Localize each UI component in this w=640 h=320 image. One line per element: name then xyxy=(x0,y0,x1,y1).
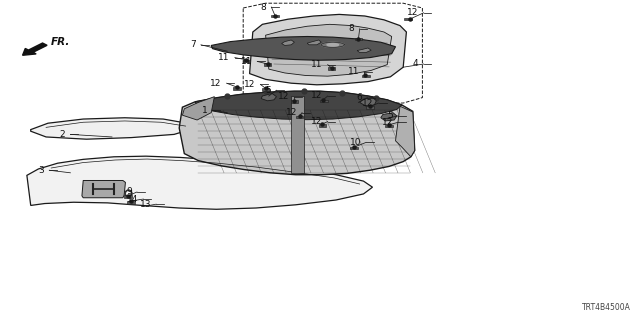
Text: 12: 12 xyxy=(381,118,393,127)
Polygon shape xyxy=(179,91,415,175)
Polygon shape xyxy=(182,97,214,120)
Polygon shape xyxy=(261,93,276,101)
Bar xyxy=(264,63,271,66)
Text: 2: 2 xyxy=(60,130,65,139)
Text: 11: 11 xyxy=(311,60,323,69)
Text: 14: 14 xyxy=(127,195,138,204)
Text: 8: 8 xyxy=(349,24,355,33)
Bar xyxy=(385,125,393,127)
Text: 12: 12 xyxy=(407,8,419,17)
Bar xyxy=(127,201,135,204)
Polygon shape xyxy=(360,97,376,106)
Text: 5: 5 xyxy=(266,86,271,95)
Bar xyxy=(404,18,412,20)
Text: 9: 9 xyxy=(126,188,132,196)
Bar xyxy=(320,100,328,102)
Bar xyxy=(296,116,303,118)
Bar xyxy=(350,147,358,149)
Polygon shape xyxy=(211,36,396,60)
Text: 7: 7 xyxy=(190,40,196,49)
Text: 12: 12 xyxy=(362,99,374,108)
Text: FR.: FR. xyxy=(51,36,70,47)
Text: 1: 1 xyxy=(202,106,207,115)
Text: 12: 12 xyxy=(311,92,323,100)
Text: 6: 6 xyxy=(356,93,362,102)
Text: 5: 5 xyxy=(387,111,393,120)
Text: 10: 10 xyxy=(349,138,361,147)
Text: 3: 3 xyxy=(38,166,44,175)
Polygon shape xyxy=(321,42,344,47)
Bar xyxy=(355,38,362,40)
Polygon shape xyxy=(82,180,125,198)
Polygon shape xyxy=(31,118,193,139)
Bar xyxy=(319,124,326,127)
Polygon shape xyxy=(381,113,397,121)
FancyArrow shape xyxy=(22,43,47,55)
Bar xyxy=(328,67,335,70)
Text: 12: 12 xyxy=(244,80,255,89)
Bar xyxy=(366,106,374,109)
Bar xyxy=(243,60,250,62)
Polygon shape xyxy=(282,40,294,45)
Bar xyxy=(124,195,132,198)
Polygon shape xyxy=(250,14,406,85)
Text: 12: 12 xyxy=(311,117,323,126)
Text: 12: 12 xyxy=(278,92,289,101)
Text: 11: 11 xyxy=(218,53,230,62)
Polygon shape xyxy=(307,40,321,45)
Bar xyxy=(271,15,279,17)
Bar xyxy=(362,75,370,77)
Polygon shape xyxy=(396,106,415,157)
Text: 11: 11 xyxy=(241,57,252,66)
Text: 12: 12 xyxy=(210,79,221,88)
Text: 13: 13 xyxy=(140,200,151,209)
Polygon shape xyxy=(291,96,304,173)
Polygon shape xyxy=(327,44,339,46)
Bar xyxy=(291,100,298,103)
Bar xyxy=(233,87,241,90)
Bar xyxy=(262,88,269,91)
Polygon shape xyxy=(195,91,402,120)
Polygon shape xyxy=(266,24,392,76)
Text: 4: 4 xyxy=(413,60,419,68)
Polygon shape xyxy=(27,156,372,209)
Text: TRT4B4500A: TRT4B4500A xyxy=(582,303,630,312)
Text: 8: 8 xyxy=(260,3,266,12)
Text: 11: 11 xyxy=(348,68,359,76)
Polygon shape xyxy=(357,48,371,52)
Text: 12: 12 xyxy=(285,108,297,117)
